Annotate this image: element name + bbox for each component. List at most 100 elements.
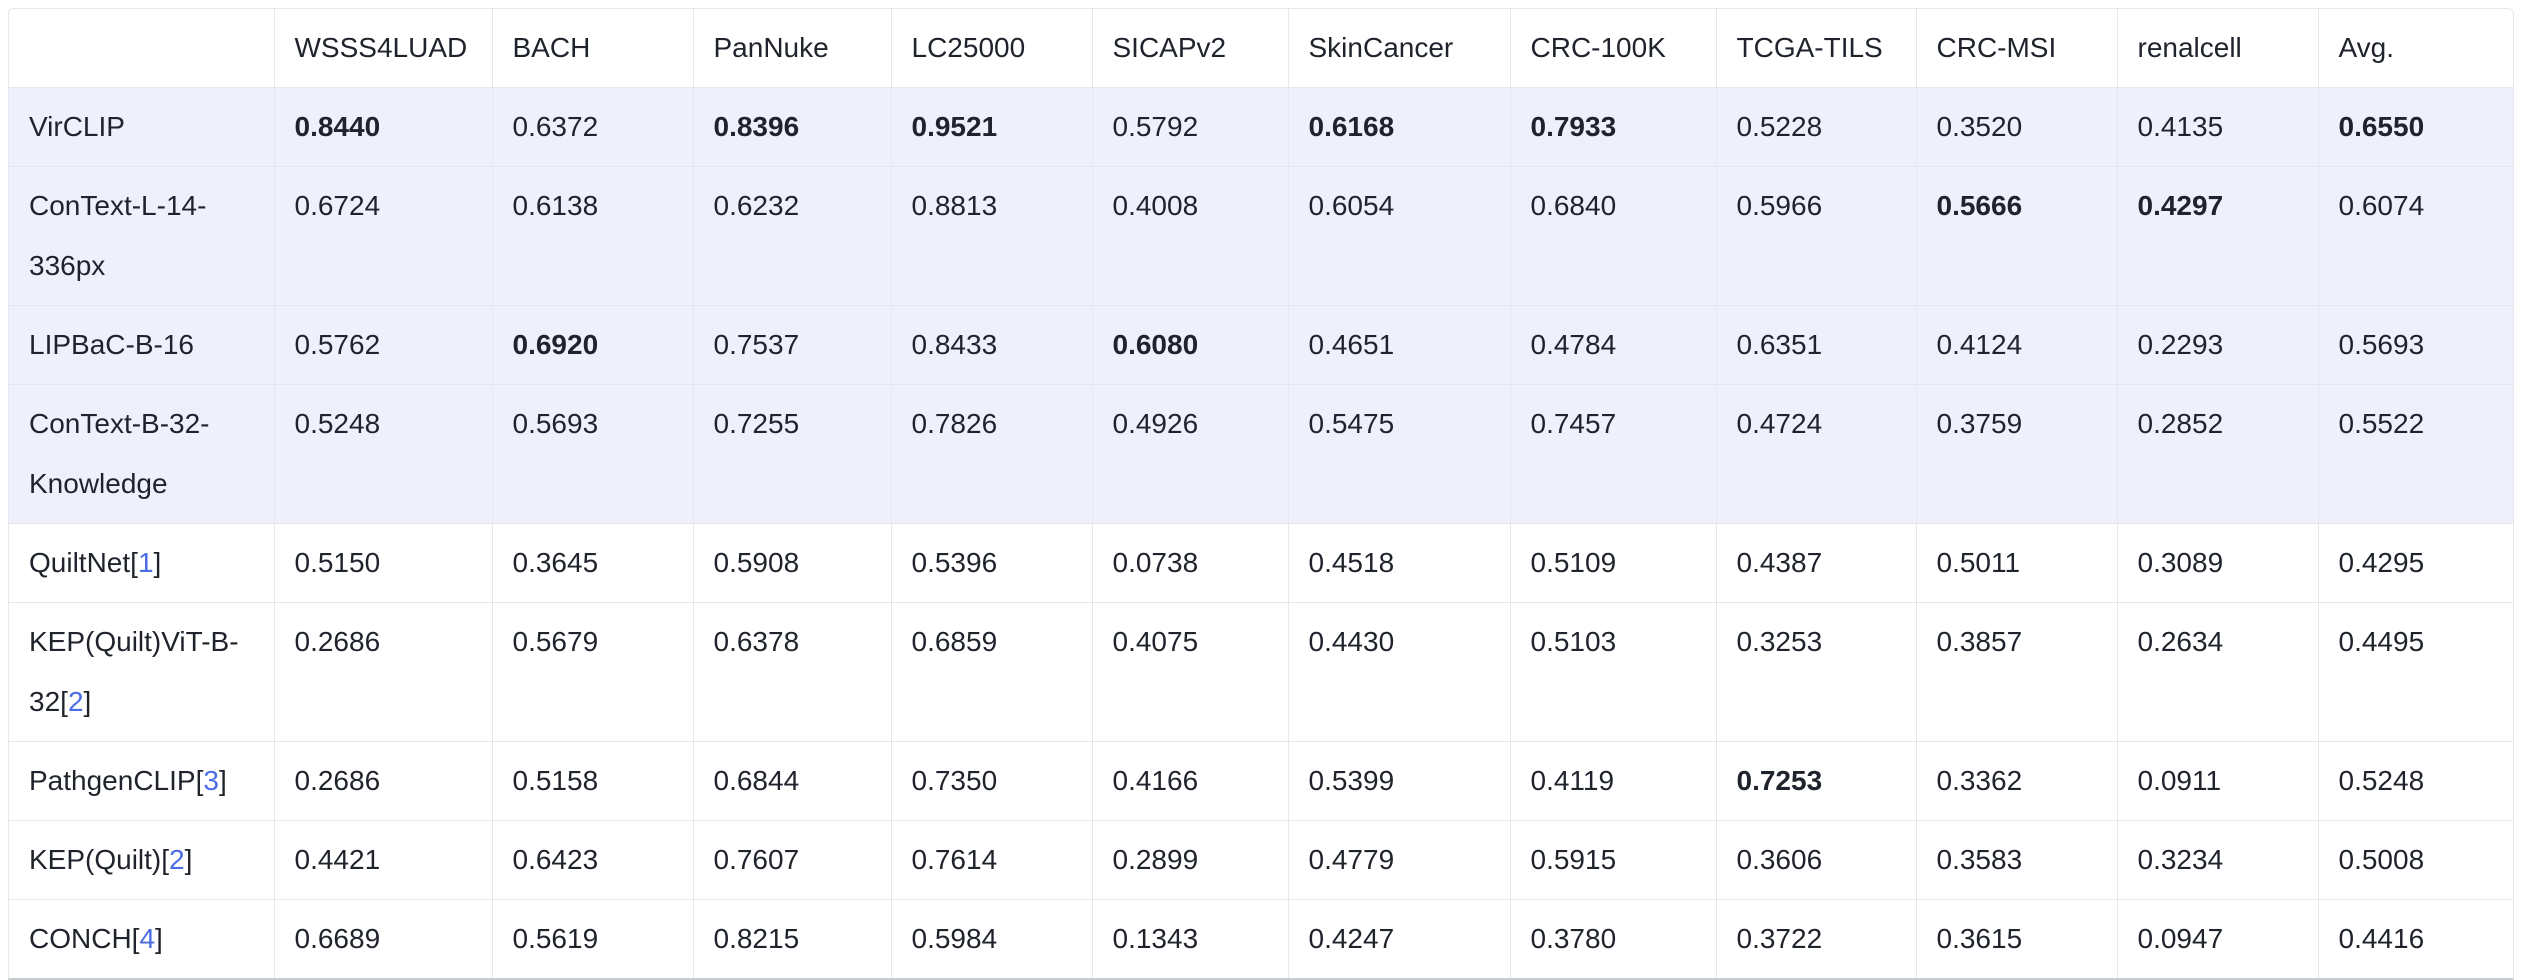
column-header-bach: BACH xyxy=(492,9,694,88)
score-cell: 0.5666 xyxy=(1916,166,2118,306)
score-cell: 0.7826 xyxy=(891,384,1093,524)
score-cell: 0.3234 xyxy=(2117,820,2319,900)
score-cell: 0.3615 xyxy=(1916,899,2118,978)
score-cell: 0.4075 xyxy=(1092,602,1289,742)
score-cell: 0.3722 xyxy=(1716,899,1917,978)
column-header-crc-msi: CRC-MSI xyxy=(1916,9,2118,88)
column-header-crc-100k: CRC-100K xyxy=(1510,9,1717,88)
model-label-cell: ConText-B-32-Knowledge xyxy=(9,384,275,524)
score-cell: 0.5150 xyxy=(274,523,493,603)
score-cell: 0.6138 xyxy=(492,166,694,306)
score-cell: 0.3089 xyxy=(2117,523,2319,603)
score-cell: 0.8813 xyxy=(891,166,1093,306)
score-cell: 0.7253 xyxy=(1716,741,1917,821)
column-header-lc25000: LC25000 xyxy=(891,9,1093,88)
score-cell: 0.6372 xyxy=(492,87,694,167)
score-cell: 0.0947 xyxy=(2117,899,2319,978)
score-cell: 0.5522 xyxy=(2318,384,2513,524)
score-cell: 0.3253 xyxy=(1716,602,1917,742)
score-cell: 0.7457 xyxy=(1510,384,1717,524)
score-cell: 0.5475 xyxy=(1288,384,1511,524)
citation-link[interactable]: 4 xyxy=(139,923,156,954)
table-row: QuiltNet[1] 0.5150 0.3645 0.5908 0.5396 0.073… xyxy=(9,523,2513,603)
column-header-model xyxy=(9,9,275,88)
table-row: CONCH[4] 0.6689 0.5619 0.8215 0.5984 0.1343 0.… xyxy=(9,899,2513,978)
score-cell: 0.5248 xyxy=(274,384,493,524)
score-cell: 0.3606 xyxy=(1716,820,1917,900)
score-cell: 0.4166 xyxy=(1092,741,1289,821)
score-cell: 0.4724 xyxy=(1716,384,1917,524)
score-cell: 0.5619 xyxy=(492,899,694,978)
score-cell: 0.5693 xyxy=(492,384,694,524)
table-row: VirCLIP 0.8440 0.6372 0.8396 0.9521 0.5792 0.6… xyxy=(9,87,2513,167)
score-cell: 0.4119 xyxy=(1510,741,1717,821)
model-label-cell: ConText-L-14-336px xyxy=(9,166,275,306)
score-cell: 0.8215 xyxy=(693,899,892,978)
table-header: WSSS4LUAD BACH PanNuke LC25000 SICAPv2 SkinCa… xyxy=(9,9,2513,88)
score-cell: 0.4651 xyxy=(1288,305,1511,385)
header-row: WSSS4LUAD BACH PanNuke LC25000 SICAPv2 SkinCa… xyxy=(9,9,2513,88)
results-table: WSSS4LUAD BACH PanNuke LC25000 SICAPv2 SkinCa… xyxy=(9,9,2513,978)
score-cell: 0.6074 xyxy=(2318,166,2513,306)
score-cell: 0.7933 xyxy=(1510,87,1717,167)
column-header-sicapv2: SICAPv2 xyxy=(1092,9,1289,88)
score-cell: 0.5679 xyxy=(492,602,694,742)
score-cell: 0.6724 xyxy=(274,166,493,306)
score-cell: 0.4124 xyxy=(1916,305,2118,385)
score-cell: 0.7537 xyxy=(693,305,892,385)
score-cell: 0.3645 xyxy=(492,523,694,603)
score-cell: 0.4008 xyxy=(1092,166,1289,306)
citation-link[interactable]: 1 xyxy=(137,547,154,578)
score-cell: 0.5984 xyxy=(891,899,1093,978)
score-cell: 0.5008 xyxy=(2318,820,2513,900)
score-cell: 0.5158 xyxy=(492,741,694,821)
score-cell: 0.2634 xyxy=(2117,602,2319,742)
citation-link[interactable]: 2 xyxy=(67,686,84,717)
score-cell: 0.4518 xyxy=(1288,523,1511,603)
model-label-cell: KEP(Quilt)ViT-B-32[2] xyxy=(9,602,275,742)
model-label-cell: KEP(Quilt)[2] xyxy=(9,820,275,900)
score-cell: 0.4784 xyxy=(1510,305,1717,385)
score-cell: 0.4247 xyxy=(1288,899,1511,978)
score-cell: 0.5966 xyxy=(1716,166,1917,306)
score-cell: 0.3583 xyxy=(1916,820,2118,900)
score-cell: 0.4135 xyxy=(2117,87,2319,167)
score-cell: 0.4779 xyxy=(1288,820,1511,900)
table-row: ConText-B-32-Knowledge 0.5248 0.5693 0.7255… xyxy=(9,384,2513,524)
score-cell: 0.2899 xyxy=(1092,820,1289,900)
column-header-wsss4luad: WSSS4LUAD xyxy=(274,9,493,88)
model-label-cell: PathgenCLIP[3] xyxy=(9,741,275,821)
score-cell: 0.5011 xyxy=(1916,523,2118,603)
score-cell: 0.7255 xyxy=(693,384,892,524)
score-cell: 0.3362 xyxy=(1916,741,2118,821)
score-cell: 0.0911 xyxy=(2117,741,2319,821)
column-header-renalcell: renalcell xyxy=(2117,9,2319,88)
score-cell: 0.5399 xyxy=(1288,741,1511,821)
score-cell: 0.5248 xyxy=(2318,741,2513,821)
citation-link[interactable]: 3 xyxy=(203,765,219,796)
table-body: VirCLIP 0.8440 0.6372 0.8396 0.9521 0.5792 0.6… xyxy=(9,87,2513,978)
score-cell: 0.8433 xyxy=(891,305,1093,385)
score-cell: 0.4387 xyxy=(1716,523,1917,603)
score-cell: 0.7607 xyxy=(693,820,892,900)
score-cell: 0.4416 xyxy=(2318,899,2513,978)
score-cell: 0.7350 xyxy=(891,741,1093,821)
score-cell: 0.5915 xyxy=(1510,820,1717,900)
score-cell: 0.3857 xyxy=(1916,602,2118,742)
score-cell: 0.6859 xyxy=(891,602,1093,742)
table-row: KEP(Quilt)[2] 0.4421 0.6423 0.7607 0.7614 0.2… xyxy=(9,820,2513,900)
score-cell: 0.9521 xyxy=(891,87,1093,167)
score-cell: 0.2686 xyxy=(274,741,493,821)
score-cell: 0.4421 xyxy=(274,820,493,900)
score-cell: 0.6378 xyxy=(693,602,892,742)
score-cell: 0.6550 xyxy=(2318,87,2513,167)
model-label-cell: QuiltNet[1] xyxy=(9,523,275,603)
column-header-pannuke: PanNuke xyxy=(693,9,892,88)
score-cell: 0.6232 xyxy=(693,166,892,306)
score-cell: 0.3520 xyxy=(1916,87,2118,167)
citation-link[interactable]: 2 xyxy=(169,844,185,875)
score-cell: 0.6423 xyxy=(492,820,694,900)
results-table-container: WSSS4LUAD BACH PanNuke LC25000 SICAPv2 SkinCa… xyxy=(8,8,2514,980)
score-cell: 0.3780 xyxy=(1510,899,1717,978)
score-cell: 0.7614 xyxy=(891,820,1093,900)
